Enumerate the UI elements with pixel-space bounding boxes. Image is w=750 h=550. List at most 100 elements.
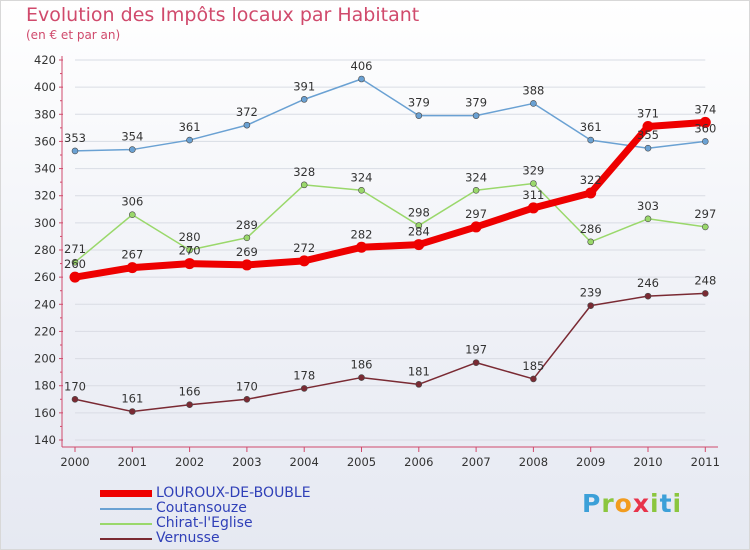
data-label: 324 <box>351 170 373 184</box>
data-point <box>472 186 480 194</box>
y-tick-label: 160 <box>34 406 56 420</box>
y-tick-label: 400 <box>34 80 56 94</box>
data-label: 272 <box>293 241 315 255</box>
y-tick-label: 300 <box>34 216 56 230</box>
y-tick-label: 380 <box>34 107 56 121</box>
series-line <box>74 292 707 413</box>
data-point <box>243 121 251 129</box>
series-line <box>74 182 707 263</box>
y-tick-label: 240 <box>34 297 56 311</box>
x-tick-label: 2006 <box>404 455 433 469</box>
y-tick-label: 340 <box>34 162 56 176</box>
data-point <box>587 136 595 144</box>
data-point <box>585 187 597 199</box>
data-point <box>644 215 652 223</box>
data-label: 185 <box>522 359 544 373</box>
data-point <box>644 292 652 300</box>
data-point <box>241 259 253 271</box>
data-label: 289 <box>236 218 258 232</box>
data-label: 297 <box>465 207 487 221</box>
data-point <box>298 255 310 267</box>
data-point <box>530 180 537 187</box>
data-point <box>71 258 79 266</box>
data-point <box>300 96 308 103</box>
data-point <box>530 100 537 107</box>
data-point <box>358 186 365 194</box>
data-point <box>184 258 196 270</box>
y-tick-label: 200 <box>34 352 56 366</box>
data-label: 270 <box>179 244 201 258</box>
data-label: 280 <box>179 230 201 244</box>
data-label: 311 <box>522 188 544 202</box>
data-point <box>642 121 654 132</box>
data-label: 372 <box>236 105 258 119</box>
data-point <box>587 238 595 246</box>
x-tick-label: 2004 <box>290 455 319 469</box>
data-point <box>415 222 423 229</box>
series-line <box>71 118 709 281</box>
data-label: 267 <box>121 248 143 262</box>
logo-letter: o <box>614 489 633 518</box>
data-point <box>186 246 193 254</box>
legend-swatch <box>100 490 152 497</box>
data-point <box>415 381 423 388</box>
data-point <box>243 395 251 403</box>
data-label: 186 <box>351 358 373 372</box>
data-label: 306 <box>121 195 143 209</box>
data-label: 181 <box>408 364 430 378</box>
legend-label: Vernusse <box>156 530 220 546</box>
data-label: 324 <box>465 170 487 184</box>
data-point <box>701 223 709 231</box>
data-label: 260 <box>64 257 86 271</box>
data-point <box>358 374 365 381</box>
data-point <box>243 234 251 242</box>
data-point <box>69 271 81 283</box>
data-label: 284 <box>408 225 430 239</box>
y-tick-label: 180 <box>34 379 56 393</box>
data-label: 246 <box>637 276 659 290</box>
legend-swatch <box>100 537 152 540</box>
data-point <box>472 112 480 119</box>
data-label: 388 <box>522 83 544 97</box>
x-tick-label: 2000 <box>60 455 89 469</box>
data-point <box>186 136 193 144</box>
data-label: 166 <box>179 385 201 399</box>
data-label: 354 <box>121 130 143 144</box>
x-tick-label: 2009 <box>576 455 605 469</box>
data-label: 328 <box>293 165 315 179</box>
data-point <box>129 408 136 415</box>
data-label: 282 <box>351 227 373 241</box>
data-label: 297 <box>694 207 716 221</box>
data-point <box>129 146 136 153</box>
y-tick-label: 220 <box>34 324 56 338</box>
data-point <box>701 138 709 145</box>
data-point <box>126 262 138 274</box>
y-tick-label: 320 <box>34 189 56 203</box>
x-tick-label: 2010 <box>633 455 662 469</box>
data-point <box>472 359 480 366</box>
data-point <box>358 75 365 83</box>
data-label: 170 <box>64 379 86 393</box>
legend-swatch <box>100 522 152 525</box>
legend-label: Coutansouze <box>156 500 247 516</box>
legend-label: LOUROUX-DE-BOUBLE <box>156 485 311 501</box>
data-label: 303 <box>637 199 659 213</box>
data-point <box>129 211 136 219</box>
data-label: 329 <box>522 164 544 178</box>
chart-subtitle: (en € et par an) <box>26 28 121 42</box>
x-tick-label: 2008 <box>519 455 548 469</box>
data-point <box>699 116 711 128</box>
data-label: 360 <box>694 121 716 135</box>
data-point <box>71 395 79 403</box>
proxiti-logo: Proxiti <box>582 489 682 518</box>
x-tick-label: 2011 <box>691 455 720 469</box>
data-point <box>530 375 537 383</box>
data-label: 406 <box>351 59 373 73</box>
x-tick-label: 2002 <box>175 455 204 469</box>
data-point <box>413 239 425 251</box>
y-tick-label: 420 <box>34 53 56 67</box>
data-label: 197 <box>465 343 487 357</box>
data-label: 379 <box>408 96 430 110</box>
chart-plot: 140 160 180 200 220 240 260 280 300 320 340 360 380 4… <box>34 53 720 469</box>
